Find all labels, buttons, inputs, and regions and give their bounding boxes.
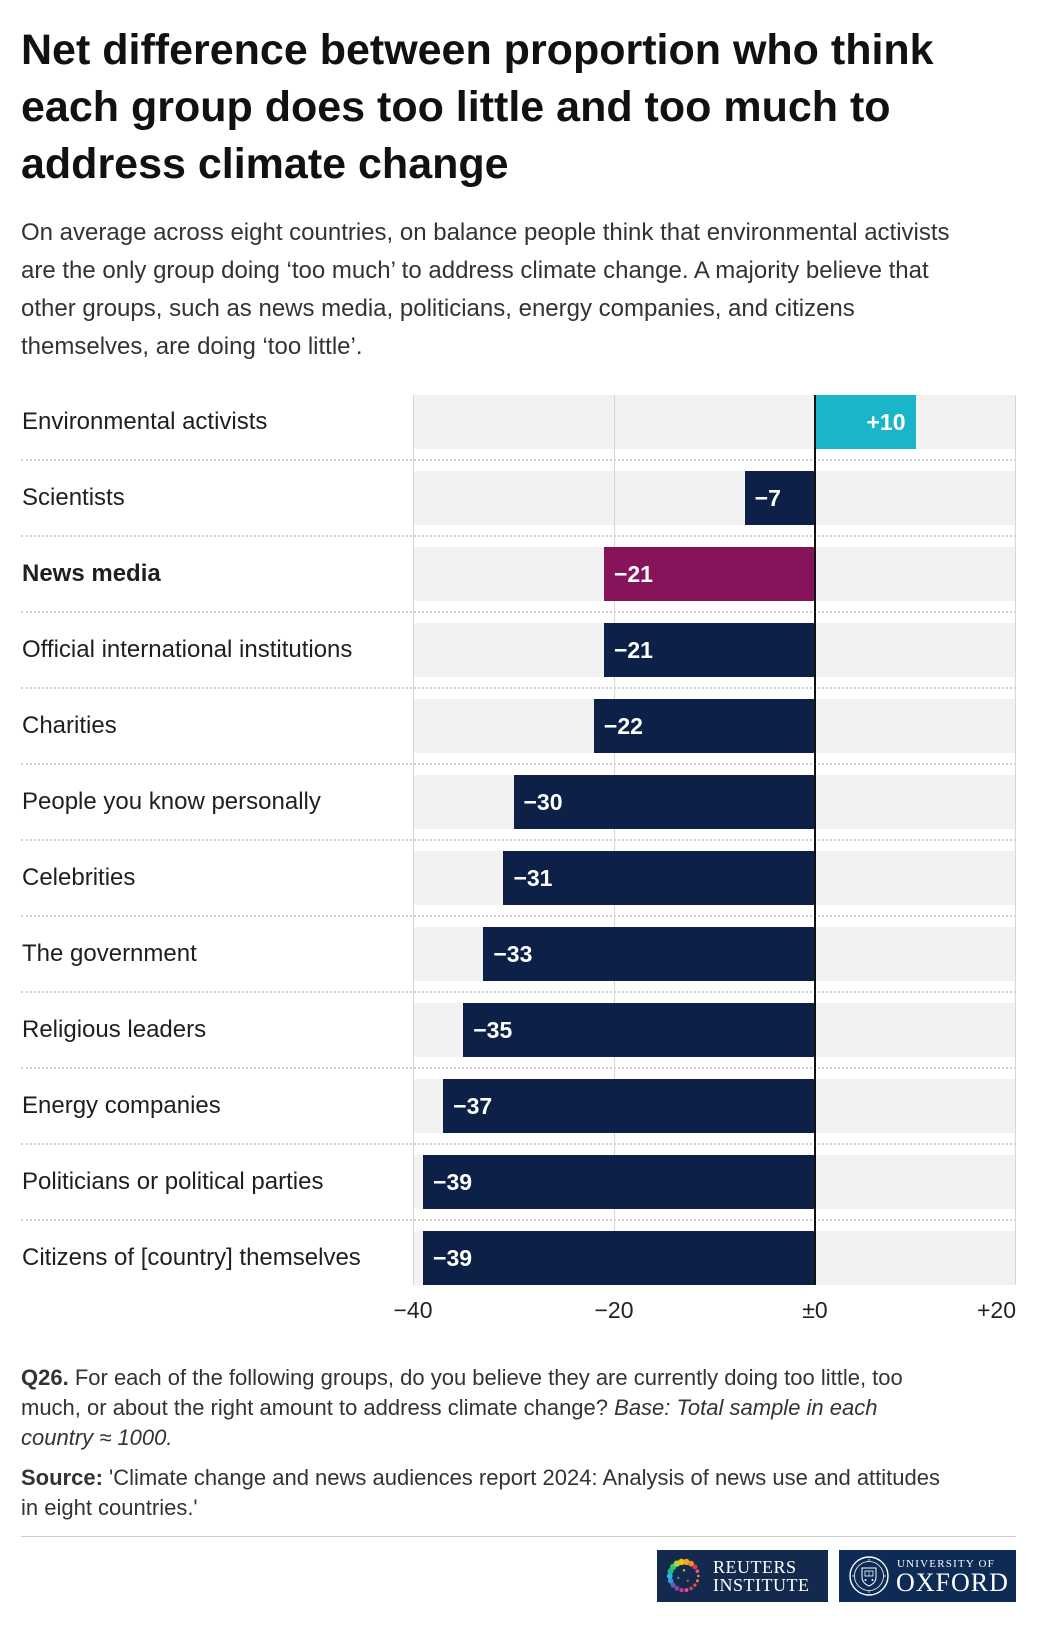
gridline [614, 395, 615, 1285]
oxford-crest-icon [849, 1556, 889, 1596]
row-separator [21, 839, 1016, 841]
bar [513, 775, 815, 829]
category-label: Celebrities [22, 864, 136, 891]
bar [815, 395, 916, 449]
reuters-dots-icon [666, 1558, 700, 1593]
bar-value-label: −37 [453, 1093, 493, 1119]
category-label: News media [22, 560, 161, 587]
category-label: Citizens of [country] themselves [22, 1244, 361, 1271]
bar [503, 851, 815, 905]
reuters-logo-line2: INSTITUTE [713, 1575, 810, 1595]
x-tick-label: ±0 [802, 1297, 828, 1323]
sample-base: Base: Total sample in each country ≈ 100… [21, 1395, 878, 1450]
source-text: 'Climate change and news audiences repor… [21, 1465, 940, 1520]
row-separator [21, 915, 1016, 917]
bar [463, 1003, 815, 1057]
bar-value-label: −33 [493, 941, 533, 967]
bar-value-label: −22 [603, 713, 643, 739]
bar-chart: +10 −7 −21 −21 −22 −30 −31 −33 −35 −37 −39 −39 Envir… [0, 395, 1040, 1330]
bar-value-label: −39 [433, 1245, 473, 1271]
bar [603, 623, 815, 677]
category-label: People you know personally [22, 788, 321, 815]
category-label: Religious leaders [22, 1016, 207, 1043]
category-label: Politicians or political parties [22, 1168, 324, 1195]
gridline [1015, 395, 1016, 1285]
row-separator [21, 763, 1016, 765]
bar [423, 1155, 815, 1209]
row-separator [21, 535, 1016, 537]
x-tick-label: −20 [594, 1297, 634, 1323]
category-label: Environmental activists [22, 408, 268, 435]
footnote-question: Q26. For each of the following groups, d… [21, 1363, 941, 1453]
bar [593, 699, 815, 753]
row-separator [21, 611, 1016, 613]
reuters-logo-wordmark: REUTERS INSTITUTE [713, 1558, 809, 1594]
row-band [413, 395, 1016, 449]
bar [603, 547, 815, 601]
chart-subtitle: On average across eight countries, on ba… [21, 219, 950, 360]
bar-value-label: −35 [473, 1017, 513, 1043]
bar-value-label: −31 [513, 865, 553, 891]
row-separator [21, 1219, 1016, 1221]
category-label: The government [22, 940, 197, 967]
bar-value-label: −39 [433, 1169, 473, 1195]
university-of-oxford-logo: UNIVERSITY OF OXFORD [839, 1550, 1016, 1602]
row-separator [21, 1143, 1016, 1145]
bar-value-label: −21 [613, 637, 653, 663]
bar-value-label: +10 [866, 409, 906, 435]
reuters-logo-line1: REUTERS [713, 1557, 797, 1577]
x-tick-label: +20 [976, 1297, 1016, 1323]
category-label: Official international institutions [22, 636, 353, 663]
bar [443, 1079, 815, 1133]
bar [744, 471, 815, 525]
bar-value-label: −21 [613, 561, 653, 587]
x-tick-label: −40 [393, 1297, 433, 1323]
category-label: Charities [22, 712, 117, 739]
bar-value-label: −30 [523, 789, 563, 815]
bar [423, 1231, 815, 1285]
bar [483, 927, 815, 981]
oxford-logo-line2: OXFORD [896, 1568, 1009, 1597]
source-note: Source: 'Climate change and news audienc… [21, 1463, 953, 1523]
row-separator [21, 1067, 1016, 1069]
row-separator [21, 459, 1016, 461]
row-separator [21, 687, 1016, 689]
question-id: Q26. [21, 1365, 69, 1390]
reuters-institute-logo: REUTERS INSTITUTE [657, 1550, 828, 1602]
category-label: Scientists [22, 484, 125, 511]
gridline [413, 395, 414, 1285]
bar-value-label: −7 [754, 485, 781, 511]
category-label: Energy companies [22, 1092, 221, 1119]
row-separator [21, 991, 1016, 993]
chart-title: Net difference between proportion who th… [21, 26, 934, 188]
question-text: For each of the following groups, do you… [21, 1365, 903, 1420]
source-label: Source: [21, 1465, 103, 1490]
footer-divider [21, 1536, 1016, 1537]
zero-line [814, 395, 816, 1285]
row-band [413, 471, 1016, 525]
oxford-logo-line1: UNIVERSITY OF [897, 1558, 995, 1570]
